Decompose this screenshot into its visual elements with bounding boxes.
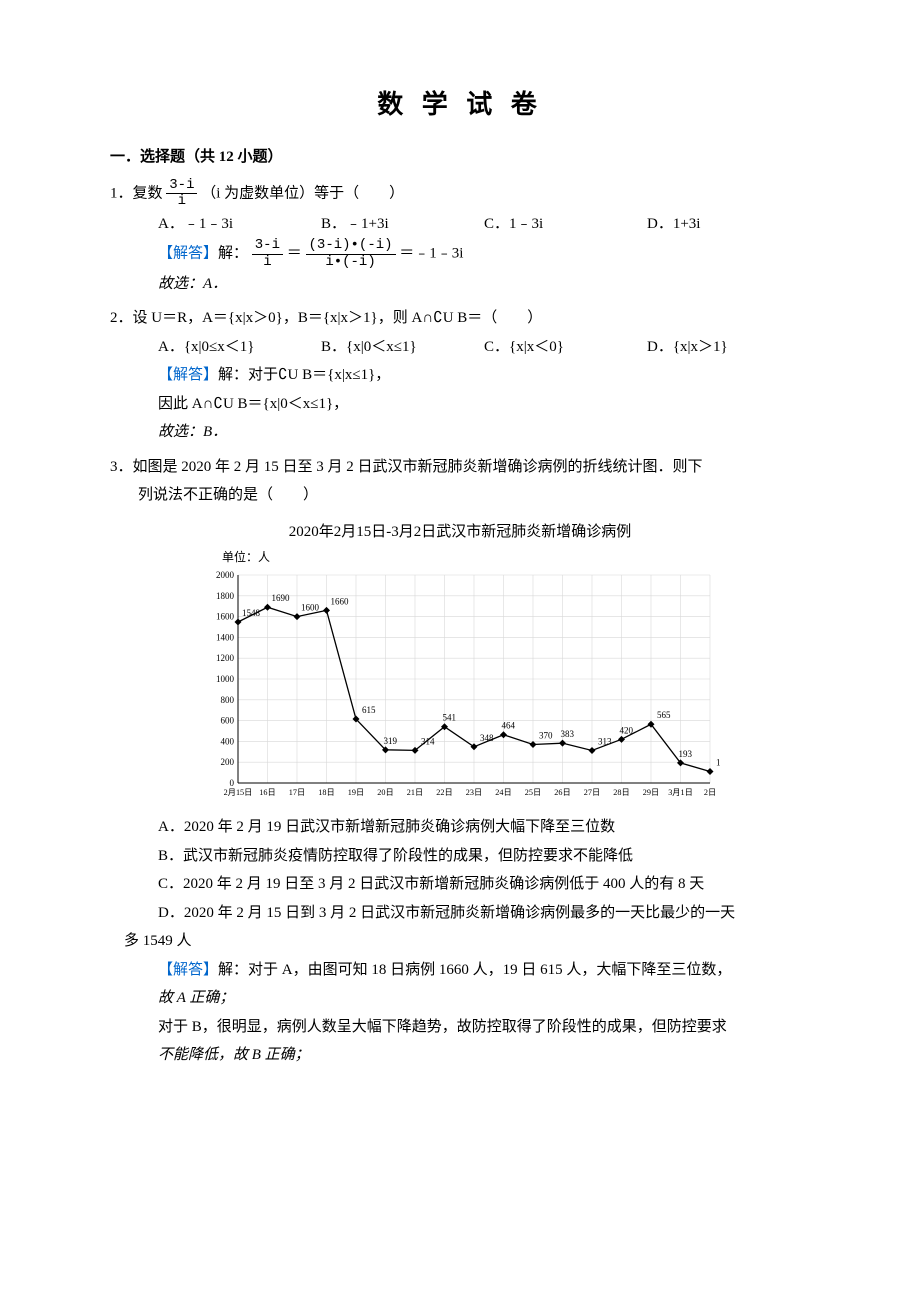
- svg-text:1690: 1690: [272, 593, 291, 603]
- q1-stem-pre: 1．复数: [110, 185, 163, 201]
- q3-solution-b2: 不能降低，故 B 正确；: [110, 1041, 810, 1070]
- svg-text:541: 541: [443, 713, 457, 723]
- q2-options: A．{x|0≤x＜1} B．{x|0＜x≤1} C．{x|x＜0} D．{x|x…: [110, 333, 810, 362]
- svg-text:21日: 21日: [407, 788, 423, 797]
- q1-options: A．﹣1﹣3i B．﹣1+3i C．1﹣3i D．1+3i: [110, 210, 810, 239]
- svg-text:370: 370: [539, 731, 553, 741]
- question-2-stem: 2．设 U＝R，A＝{x|x＞0}，B＝{x|x＞1}，则 A∩∁U B＝（ ）: [110, 304, 810, 333]
- q3-opt-c: C．2020 年 2 月 19 日至 3 月 2 日武汉市新增新冠肺炎确诊病例低…: [110, 870, 810, 899]
- svg-text:314: 314: [421, 737, 435, 747]
- svg-text:1000: 1000: [216, 674, 235, 684]
- svg-text:313: 313: [598, 737, 612, 747]
- svg-text:1800: 1800: [216, 591, 235, 601]
- q3-solution-b1: 对于 B，很明显，病例人数呈大幅下降趋势，故防控取得了阶段性的成果，但防控要求: [110, 1013, 810, 1042]
- svg-text:28日: 28日: [613, 788, 629, 797]
- q1-final: 故选：A．: [110, 270, 810, 299]
- svg-text:1600: 1600: [216, 612, 235, 622]
- svg-text:23日: 23日: [466, 788, 482, 797]
- svg-text:800: 800: [221, 695, 235, 705]
- svg-text:19日: 19日: [348, 788, 364, 797]
- svg-text:18日: 18日: [318, 788, 334, 797]
- svg-text:2000: 2000: [216, 570, 235, 580]
- q1-opt-c: C．1﹣3i: [484, 210, 647, 239]
- svg-text:464: 464: [502, 721, 516, 731]
- svg-text:1660: 1660: [331, 597, 350, 607]
- question-1: 1．复数 3-i i （i 为虚数单位）等于（ ）: [110, 178, 810, 210]
- q3-solution-a2: 故 A 正确；: [110, 984, 810, 1013]
- q1-frac-num: 3-i: [166, 178, 197, 194]
- q1-frac-den: i: [166, 194, 197, 209]
- svg-text:600: 600: [221, 716, 235, 726]
- question-3-stem-1: 3．如图是 2020 年 2 月 15 日至 3 月 2 日武汉市新冠肺炎新增确…: [110, 453, 810, 482]
- svg-text:1600: 1600: [301, 603, 320, 613]
- q3-opt-b: B．武汉市新冠肺炎疫情防控取得了阶段性的成果，但防控要求不能降低: [110, 842, 810, 871]
- q1-solution-line: 【解答】解： 3-i i ＝ (3-i)•(-i) i•(-i) ＝﹣1﹣3i: [110, 238, 810, 270]
- svg-text:319: 319: [384, 736, 398, 746]
- svg-text:193: 193: [679, 749, 693, 759]
- svg-text:615: 615: [362, 705, 376, 715]
- question-3-stem-2: 列说法不正确的是（ ）: [110, 481, 810, 510]
- q2-opt-c: C．{x|x＜0}: [484, 333, 647, 362]
- q1-ans-post: ＝﹣1﹣3i: [399, 246, 463, 262]
- q2-solution-1: 【解答】解：对于∁U B＝{x|x≤1}，: [110, 361, 810, 390]
- q1-stem-post: （i 为虚数单位）等于（ ）: [201, 185, 404, 201]
- q2-opt-b: B．{x|0＜x≤1}: [321, 333, 484, 362]
- svg-text:420: 420: [620, 726, 634, 736]
- svg-text:2日: 2日: [704, 788, 716, 797]
- svg-text:0: 0: [230, 778, 235, 788]
- svg-text:383: 383: [561, 729, 575, 739]
- answer-label: 【解答】: [158, 246, 218, 262]
- svg-text:565: 565: [657, 710, 671, 720]
- q1-eq1: ＝: [287, 246, 302, 262]
- q2-final: 故选：B．: [110, 418, 810, 447]
- svg-text:24日: 24日: [495, 788, 511, 797]
- q1-opt-d: D．1+3i: [647, 210, 810, 239]
- svg-text:111: 111: [716, 758, 720, 768]
- q2-opt-a: A．{x|0≤x＜1}: [158, 333, 321, 362]
- svg-text:3月1日: 3月1日: [668, 788, 693, 797]
- svg-text:20日: 20日: [377, 788, 393, 797]
- svg-text:25日: 25日: [525, 788, 541, 797]
- q2-solution-2: 因此 A∩∁U B＝{x|0＜x≤1}，: [110, 390, 810, 419]
- svg-text:200: 200: [221, 757, 235, 767]
- svg-text:400: 400: [221, 737, 235, 747]
- section-header: 一．选择题（共 12 小题）: [110, 143, 810, 172]
- q1-opt-b: B．﹣1+3i: [321, 210, 484, 239]
- svg-text:22日: 22日: [436, 788, 452, 797]
- q1-ans-pre: 解：: [218, 246, 248, 262]
- svg-text:348: 348: [480, 733, 494, 743]
- q1-frac2: 3-i i: [252, 238, 283, 270]
- q3-opt-d-2: 多 1549 人: [110, 927, 810, 956]
- chart-title: 2020年2月15日-3月2日武汉市新冠肺炎新增确诊病例: [200, 518, 720, 547]
- q3-opt-d-1: D．2020 年 2 月 15 日到 3 月 2 日武汉市新冠肺炎新增确诊病例最…: [110, 899, 810, 928]
- chart-container: 2020年2月15日-3月2日武汉市新冠肺炎新增确诊病例 单位：人 0 200 40…: [200, 518, 720, 809]
- svg-text:1548: 1548: [242, 608, 261, 618]
- q1-frac3: (3-i)•(-i) i•(-i): [306, 238, 396, 270]
- q2-opt-d: D．{x|x＞1}: [647, 333, 810, 362]
- svg-text:17日: 17日: [289, 788, 305, 797]
- q3-opt-a: A．2020 年 2 月 19 日武汉市新增新冠肺炎确诊病例大幅下降至三位数: [110, 813, 810, 842]
- q3-solution-a1: 【解答】解：对于 A，由图可知 18 日病例 1660 人，19 日 615 人…: [110, 956, 810, 985]
- svg-text:2月15日: 2月15日: [224, 788, 253, 797]
- svg-text:16日: 16日: [259, 788, 275, 797]
- q1-fraction: 3-i i: [166, 178, 197, 210]
- line-chart: 0 200 400 600 800 1000 1200 1400 1600 1800 2000 154…: [200, 569, 720, 809]
- svg-text:1400: 1400: [216, 633, 235, 643]
- chart-unit: 单位：人: [200, 546, 720, 569]
- svg-text:26日: 26日: [554, 788, 570, 797]
- q1-opt-a: A．﹣1﹣3i: [158, 210, 321, 239]
- answer-label: 【解答】: [158, 367, 218, 383]
- svg-text:29日: 29日: [643, 788, 659, 797]
- svg-text:1200: 1200: [216, 653, 235, 663]
- answer-label: 【解答】: [158, 962, 218, 978]
- page-title: 数 学 试 卷: [110, 80, 810, 129]
- svg-text:27日: 27日: [584, 788, 600, 797]
